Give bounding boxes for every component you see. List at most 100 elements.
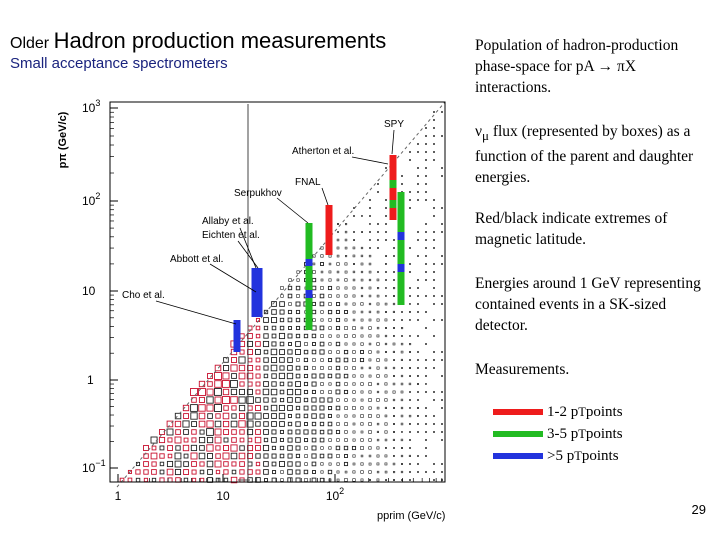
title-prefix: Older <box>10 35 50 52</box>
flux-box <box>311 477 317 483</box>
flux-box <box>150 436 158 444</box>
flux-box <box>352 318 356 322</box>
flux-box <box>279 365 285 371</box>
flux-box <box>433 111 435 113</box>
flux-box <box>368 302 372 306</box>
flux-box <box>255 357 261 363</box>
flux-box <box>368 414 372 418</box>
flux-box <box>206 436 214 444</box>
flux-box <box>320 310 324 314</box>
flux-box <box>151 469 157 475</box>
flux-box <box>312 254 316 258</box>
flux-box <box>384 446 387 449</box>
flux-box <box>263 413 269 419</box>
flux-box <box>400 350 404 354</box>
flux-box <box>198 452 206 460</box>
flux-box <box>303 429 309 435</box>
flux-box <box>352 358 356 362</box>
flux-box <box>279 309 285 315</box>
flux-box <box>377 191 379 193</box>
flux-box <box>409 463 411 465</box>
flux-box <box>295 477 301 483</box>
flux-box <box>384 302 388 306</box>
flux-box <box>328 350 332 354</box>
flux-box <box>368 430 372 434</box>
flux-box <box>408 454 412 458</box>
flux-box <box>433 135 435 137</box>
flux-box <box>279 317 285 323</box>
flux-box <box>417 423 419 425</box>
flux-box <box>271 429 277 435</box>
flux-box <box>279 341 285 347</box>
flux-box <box>376 422 380 426</box>
flux-box <box>223 437 229 443</box>
flux-box <box>311 437 317 443</box>
flux-box <box>262 444 270 452</box>
flux-box <box>166 468 174 476</box>
flux-box <box>433 367 435 369</box>
flux-box <box>408 414 412 418</box>
flux-box <box>384 350 387 353</box>
flux-box <box>368 350 372 354</box>
flux-box <box>425 367 427 369</box>
experiment-leader-line <box>321 187 329 206</box>
flux-box <box>425 415 427 417</box>
flux-box <box>238 420 246 428</box>
flux-box <box>417 351 419 353</box>
flux-box <box>441 463 443 465</box>
flux-box <box>433 399 435 401</box>
flux-box <box>214 436 222 444</box>
flux-box <box>320 446 324 450</box>
flux-box <box>441 263 443 265</box>
flux-box <box>433 391 435 393</box>
flux-box <box>328 366 332 370</box>
flux-box <box>369 207 371 209</box>
flux-box <box>409 447 411 449</box>
flux-box <box>246 372 254 380</box>
flux-box <box>335 309 340 314</box>
flux-box <box>238 412 246 420</box>
flux-box <box>360 462 364 466</box>
flux-box <box>401 175 403 177</box>
flux-box <box>238 452 246 460</box>
tick-label: 1 <box>115 489 122 503</box>
flux-box <box>376 462 380 466</box>
flux-box <box>417 167 419 169</box>
flux-box <box>335 429 341 435</box>
flux-box <box>417 471 419 473</box>
flux-box <box>400 446 403 449</box>
flux-box <box>433 207 435 209</box>
flux-box <box>376 342 380 346</box>
flux-box <box>287 453 293 459</box>
flux-box <box>393 239 395 241</box>
flux-box <box>143 445 149 451</box>
flux-box <box>312 342 316 346</box>
tick-label: 10 <box>82 284 96 298</box>
flux-box <box>312 294 316 298</box>
flux-box <box>408 366 411 369</box>
flux-box <box>286 388 294 396</box>
flux-box <box>384 382 388 386</box>
flux-box <box>183 437 189 443</box>
tick-label: 10 <box>216 489 230 503</box>
flux-box <box>392 422 395 425</box>
flux-box <box>303 413 309 419</box>
flux-box <box>392 430 395 433</box>
flux-box <box>319 477 325 483</box>
flux-box <box>352 326 356 330</box>
flux-box <box>425 199 427 201</box>
flux-box <box>352 310 356 314</box>
flux-box <box>376 326 380 330</box>
flux-box <box>223 405 229 411</box>
flux-box <box>385 207 387 209</box>
flux-box <box>255 349 261 355</box>
flux-box <box>319 405 325 411</box>
flux-box <box>409 263 411 265</box>
flux-box <box>384 318 388 322</box>
flux-box <box>231 373 237 379</box>
flux-box <box>425 383 427 385</box>
flux-box <box>327 373 333 379</box>
flux-box <box>336 334 340 338</box>
flux-box <box>352 286 356 290</box>
flux-box <box>319 429 325 435</box>
